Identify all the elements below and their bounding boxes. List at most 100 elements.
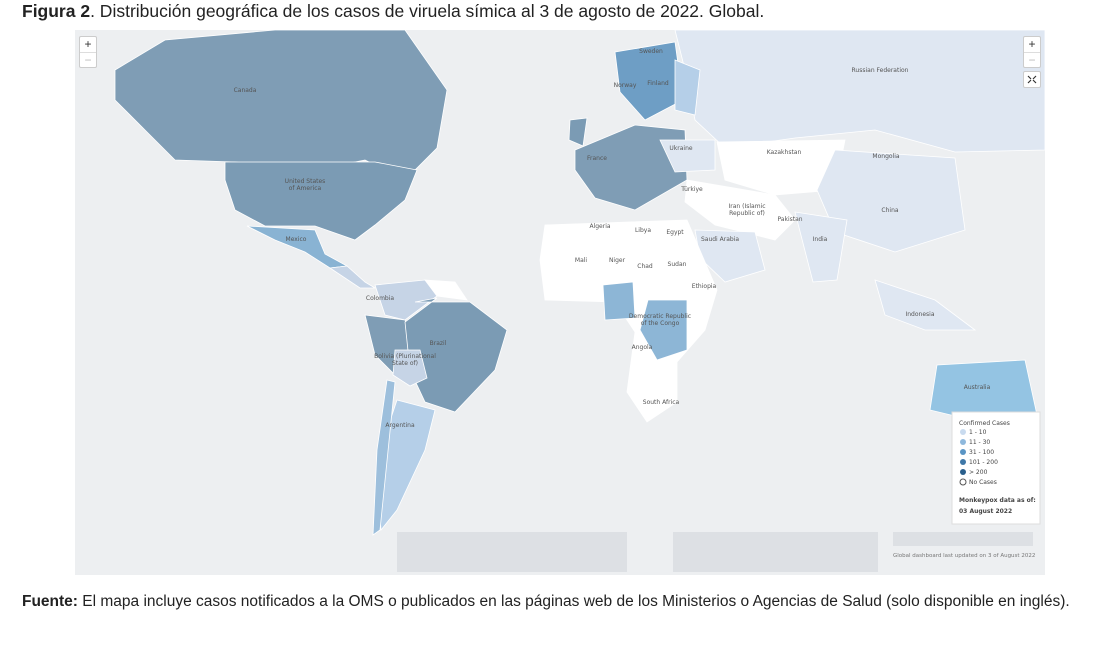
country-label: Sudan (668, 261, 687, 268)
fullscreen-button[interactable] (1023, 71, 1041, 88)
country-label: Kazakhstan (767, 149, 802, 156)
russia (674, 29, 1046, 153)
bolivia (392, 349, 428, 387)
country-label: Mongolia (872, 153, 899, 160)
colombia (374, 279, 438, 321)
fullscreen-icon (1027, 75, 1037, 84)
uk (568, 117, 588, 147)
country-label: Brazil (430, 340, 447, 347)
country-label: of the Congo (641, 320, 680, 327)
country-label: Colombia (366, 295, 395, 302)
country-label: South Africa (643, 399, 680, 406)
country-label: Bolivia (Plurinational (374, 353, 436, 360)
legend-swatch (960, 469, 966, 475)
disclaimer-block (673, 532, 878, 572)
country-label: Angola (632, 344, 653, 351)
canada (114, 29, 448, 181)
venezuela (424, 279, 468, 301)
africa (539, 219, 718, 423)
zoom-control: + − (1023, 36, 1041, 68)
source-text: El mapa incluye casos notificados a la O… (77, 593, 1070, 610)
country-label: Türkiye (680, 186, 703, 193)
map-canvas: Canada Russian Federation Sweden Finland Nor… (114, 29, 1046, 572)
map: Canada Russian Federation Sweden Finland Nor… (75, 29, 1046, 575)
country-label: Egypt (666, 229, 684, 236)
disclaimer-lines (397, 532, 1033, 572)
nigeria (602, 281, 636, 321)
finland (674, 59, 701, 116)
country-label: State of) (392, 360, 418, 367)
legend-label: 11 - 30 (969, 439, 990, 446)
legend-swatch (960, 449, 966, 455)
zoom-control: + − (79, 36, 97, 68)
middle-east (684, 179, 796, 241)
country-label: Finland (647, 80, 669, 87)
country-labels: Canada Russian Federation Sweden Finland Nor… (234, 48, 991, 429)
legend-label: No Cases (969, 479, 997, 486)
country-label: Democratic Republic (629, 313, 691, 320)
data-as-of-label: Monkeypox data as of: (959, 497, 1036, 504)
zoom-out[interactable]: − (80, 52, 96, 68)
country-label: India (813, 236, 828, 243)
legend-swatch (960, 439, 966, 445)
source-note: Fuente: El mapa incluye casos notificado… (22, 591, 1107, 612)
legend-label: 1 - 10 (969, 429, 987, 436)
legend-box (951, 411, 1041, 525)
chile (372, 379, 396, 536)
data-as-of-date: 03 August 2022 (959, 508, 1012, 515)
caption-text: . Distribución geográfica de los casos d… (90, 1, 765, 21)
legend-label: > 200 (969, 469, 988, 476)
country-label: China (881, 207, 898, 214)
country-label: Argentina (385, 422, 415, 429)
legend-swatch (960, 429, 966, 435)
legend-label: 101 - 200 (969, 459, 998, 466)
country-label: Canada (234, 87, 257, 94)
legend-swatch (960, 459, 966, 465)
figure-caption: Figura 2. Distribución geográfica de los… (22, 0, 1112, 22)
legend-items: 1 - 10 11 - 30 31 - 100 101 - 200 > 200 No Ca… (959, 429, 998, 486)
legend-label: 31 - 100 (969, 449, 994, 456)
legend: Confirmed Cases 1 - 10 11 - 30 31 - 100 101… (951, 411, 1041, 525)
country-label: Russian Federation (852, 67, 909, 74)
zoom-in[interactable]: + (1028, 37, 1036, 51)
country-label: United States (285, 178, 326, 185)
brazil (404, 297, 508, 413)
zoom-out[interactable]: − (1024, 52, 1040, 68)
usa (224, 161, 418, 241)
country-label: Mali (575, 257, 588, 264)
caption-label: Figura 2 (22, 1, 91, 21)
country-label: Libya (635, 227, 651, 234)
country-label: Chad (637, 263, 653, 270)
country-label: Republic of) (729, 210, 765, 217)
central-america (328, 265, 377, 289)
country-label: Algeria (589, 223, 610, 230)
country-label: Saudi Arabia (701, 236, 739, 243)
legend-swatch (959, 478, 967, 486)
country-label: Australia (964, 384, 991, 391)
disclaimer-block (893, 532, 1033, 546)
india (794, 211, 848, 283)
country-label: of America (289, 185, 322, 192)
country-label: Pakistan (777, 216, 802, 223)
china (816, 149, 966, 253)
southeast-asia (874, 279, 977, 331)
ukraine (659, 139, 716, 173)
country-label: Niger (609, 257, 626, 264)
zoom-in[interactable]: + (84, 37, 92, 51)
drc (639, 299, 688, 361)
country-label: Indonesia (905, 311, 934, 318)
country-label: Mexico (286, 236, 307, 243)
country-label: Ukraine (669, 145, 692, 152)
country-label: Iran (Islamic (728, 203, 765, 210)
country-label: Norway (614, 82, 637, 89)
disclaimer-block (397, 532, 627, 572)
updated-note: Global dashboard last updated on 3 of Au… (893, 553, 1035, 559)
countries (114, 29, 1046, 536)
source-label: Fuente: (22, 593, 78, 610)
scandinavia (614, 41, 684, 121)
country-label: Sweden (639, 48, 663, 55)
europe (574, 124, 688, 211)
country-label: France (587, 155, 607, 162)
kazakhstan (716, 139, 846, 196)
